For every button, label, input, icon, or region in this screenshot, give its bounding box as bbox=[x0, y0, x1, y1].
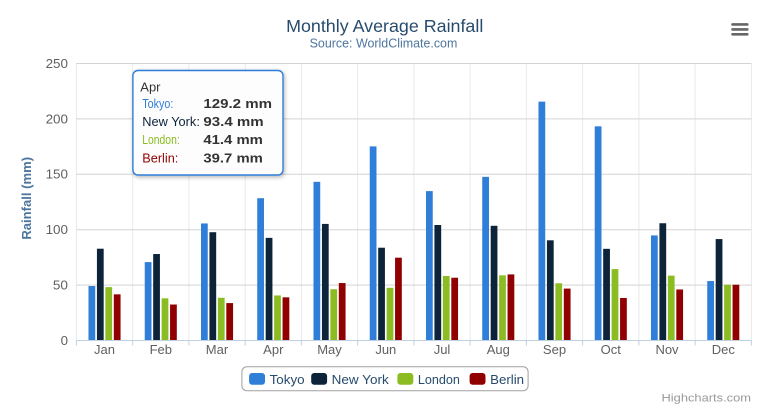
svg-text:Oct: Oct bbox=[601, 342, 622, 357]
svg-text:41.4 mm: 41.4 mm bbox=[203, 132, 263, 147]
svg-text:100: 100 bbox=[46, 222, 68, 237]
svg-text:50: 50 bbox=[53, 278, 68, 293]
svg-text:Feb: Feb bbox=[150, 342, 172, 357]
svg-text:London:: London: bbox=[142, 132, 179, 147]
svg-text:Highcharts.com: Highcharts.com bbox=[662, 393, 752, 405]
svg-text:200: 200 bbox=[46, 111, 68, 126]
svg-text:150: 150 bbox=[46, 167, 68, 182]
svg-text:Tokyo:: Tokyo: bbox=[142, 96, 173, 111]
svg-text:Jan: Jan bbox=[94, 342, 115, 357]
svg-text:Nov: Nov bbox=[655, 342, 679, 357]
svg-text:Source: WorldClimate.com: Source: WorldClimate.com bbox=[310, 37, 458, 51]
svg-text:Aug: Aug bbox=[487, 342, 510, 357]
svg-text:Mar: Mar bbox=[206, 342, 229, 357]
svg-text:London: London bbox=[418, 372, 460, 387]
svg-text:Rainfall (mm): Rainfall (mm) bbox=[20, 157, 34, 240]
svg-text:39.7 mm: 39.7 mm bbox=[203, 150, 263, 165]
svg-text:Sep: Sep bbox=[543, 342, 566, 357]
svg-text:New York:: New York: bbox=[142, 114, 200, 129]
svg-text:Berlin:: Berlin: bbox=[142, 150, 178, 165]
svg-text:Dec: Dec bbox=[712, 342, 736, 357]
svg-text:93.4 mm: 93.4 mm bbox=[203, 114, 263, 129]
svg-text:Berlin: Berlin bbox=[490, 372, 524, 387]
svg-text:250: 250 bbox=[46, 56, 68, 71]
svg-text:129.2 mm: 129.2 mm bbox=[203, 96, 272, 111]
svg-text:Tokyo: Tokyo bbox=[270, 372, 305, 387]
svg-text:Jun: Jun bbox=[375, 342, 396, 357]
svg-text:Apr: Apr bbox=[263, 342, 284, 357]
svg-text:Jul: Jul bbox=[434, 342, 451, 357]
svg-text:May: May bbox=[317, 342, 342, 357]
svg-text:Monthly Average Rainfall: Monthly Average Rainfall bbox=[286, 16, 483, 36]
svg-text:Apr: Apr bbox=[140, 80, 160, 94]
svg-text:0: 0 bbox=[61, 333, 68, 348]
svg-text:New York: New York bbox=[332, 372, 390, 387]
